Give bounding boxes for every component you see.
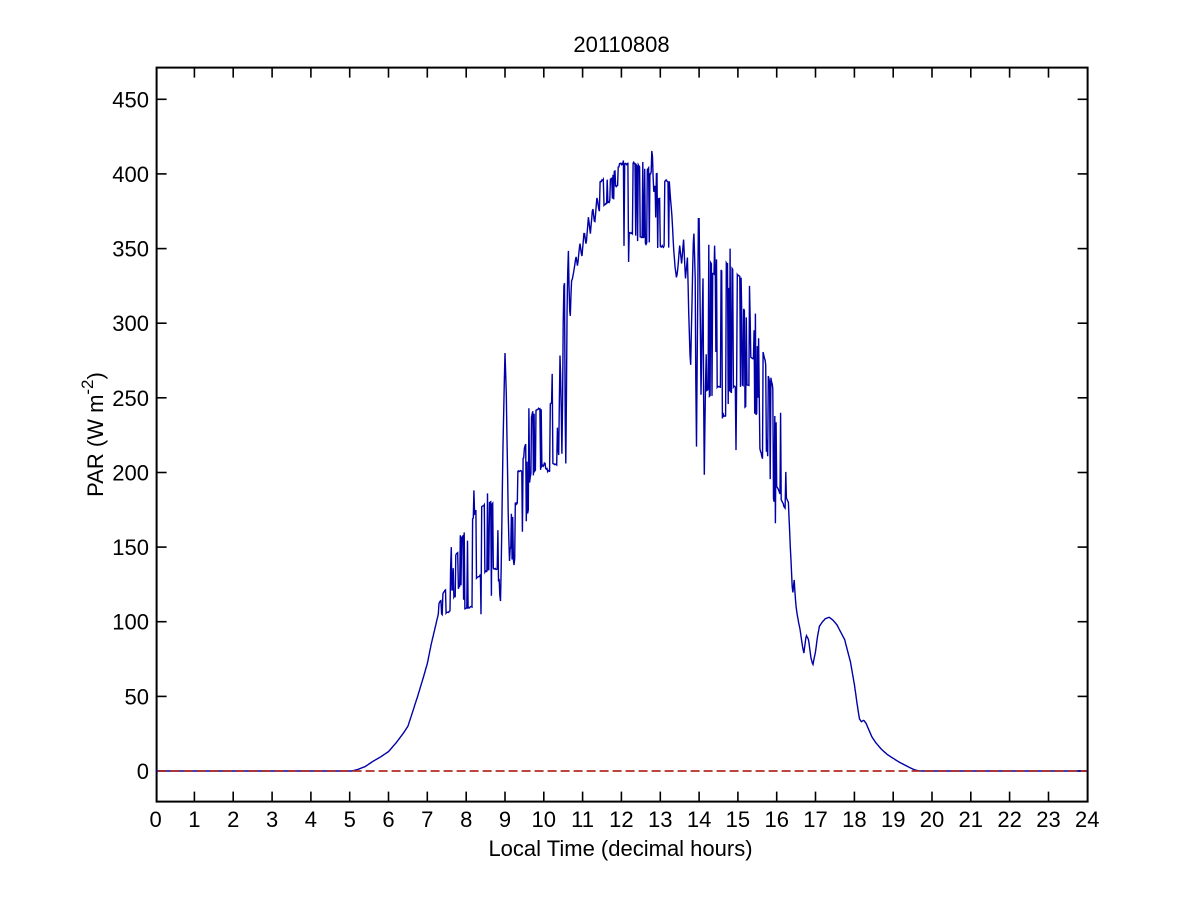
svg-text:15: 15 xyxy=(726,807,750,832)
svg-text:22: 22 xyxy=(997,807,1021,832)
svg-text:150: 150 xyxy=(112,535,149,560)
svg-text:200: 200 xyxy=(112,461,149,486)
svg-text:8: 8 xyxy=(460,807,472,832)
svg-text:2: 2 xyxy=(227,807,239,832)
svg-text:16: 16 xyxy=(764,807,788,832)
svg-text:21: 21 xyxy=(959,807,983,832)
svg-text:12: 12 xyxy=(609,807,633,832)
svg-text:300: 300 xyxy=(112,311,149,336)
svg-text:100: 100 xyxy=(112,610,149,635)
svg-text:7: 7 xyxy=(421,807,433,832)
svg-text:24: 24 xyxy=(1075,807,1099,832)
svg-text:450: 450 xyxy=(112,87,149,112)
svg-text:250: 250 xyxy=(112,386,149,411)
svg-text:5: 5 xyxy=(344,807,356,832)
svg-text:6: 6 xyxy=(382,807,394,832)
svg-text:20110808: 20110808 xyxy=(573,32,669,57)
svg-text:10: 10 xyxy=(532,807,556,832)
svg-text:0: 0 xyxy=(149,807,161,832)
svg-text:17: 17 xyxy=(803,807,827,832)
svg-text:Local Time (decimal hours): Local Time (decimal hours) xyxy=(488,836,752,861)
svg-text:14: 14 xyxy=(687,807,711,832)
svg-text:4: 4 xyxy=(305,807,317,832)
svg-text:400: 400 xyxy=(112,162,149,187)
svg-text:1: 1 xyxy=(188,807,200,832)
svg-text:0: 0 xyxy=(137,759,149,784)
svg-text:9: 9 xyxy=(499,807,511,832)
svg-text:19: 19 xyxy=(881,807,905,832)
svg-text:11: 11 xyxy=(571,807,594,832)
svg-text:3: 3 xyxy=(266,807,278,832)
svg-text:20: 20 xyxy=(920,807,944,832)
svg-text:18: 18 xyxy=(842,807,866,832)
svg-text:13: 13 xyxy=(648,807,672,832)
svg-text:50: 50 xyxy=(125,684,149,709)
svg-text:350: 350 xyxy=(112,237,149,262)
svg-text:23: 23 xyxy=(1036,807,1060,832)
